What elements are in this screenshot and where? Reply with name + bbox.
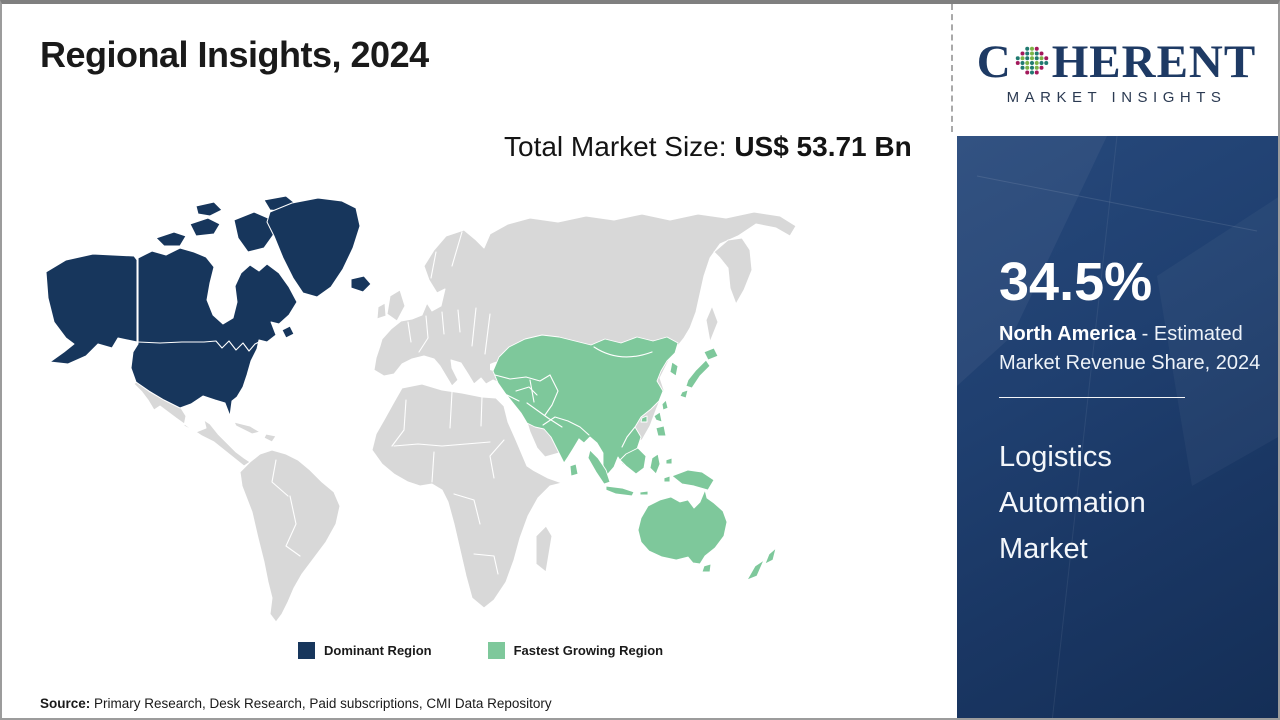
brand-subtitle: MARKET INSIGHTS xyxy=(1006,88,1227,106)
sidebar-content: 34.5% North America - Estimated Market R… xyxy=(957,136,1278,572)
brand-logo: C HERENT MARKET INSIGHTS xyxy=(951,4,1278,132)
legend-swatch-dominant-icon xyxy=(298,642,315,659)
brand-letters-rest: HERENT xyxy=(1051,35,1257,88)
total-market-size-label: Total Market Size: xyxy=(504,131,735,162)
legend-item-fastest-growing: Fastest Growing Region xyxy=(487,642,664,659)
logo-globe-icon xyxy=(1015,46,1048,75)
legend-item-dominant: Dominant Region xyxy=(298,642,432,659)
map-growing-region xyxy=(492,334,777,581)
brand-letter-c: C xyxy=(976,35,1012,88)
sidebar-map-texture xyxy=(957,136,1278,718)
share-region: North America xyxy=(999,322,1137,345)
legend-swatch-fastest-growing-icon xyxy=(487,642,505,659)
source-label: Source: xyxy=(40,696,91,711)
map-legend: Dominant Region Fastest Growing Region xyxy=(298,642,663,659)
source-note: Source: Primary Research, Desk Research,… xyxy=(40,696,552,711)
brand-wordmark: C HERENT xyxy=(976,35,1257,88)
legend-label-dominant: Dominant Region xyxy=(324,643,432,658)
world-map xyxy=(45,195,797,623)
share-desc-text: - Estimated Market Revenue Share, 2024 xyxy=(999,322,1261,374)
map-dominant-region xyxy=(45,195,372,417)
total-market-size: Total Market Size: US$ 53.71 Bn xyxy=(504,128,924,167)
sidebar-panel: 34.5% North America - Estimated Market R… xyxy=(957,136,1278,718)
total-market-size-value: US$ 53.71 Bn xyxy=(734,131,912,162)
share-description: North America - Estimated Market Revenue… xyxy=(999,320,1265,378)
share-value: 34.5% xyxy=(999,252,1153,312)
market-name: Logistics Automation Market xyxy=(999,440,1146,565)
source-text: Primary Research, Desk Research, Paid su… xyxy=(90,696,552,711)
map-country-borders xyxy=(137,231,653,575)
page-title: Regional Insights, 2024 xyxy=(40,34,429,75)
divider-line xyxy=(999,396,1185,398)
legend-label-fastest-growing: Fastest Growing Region xyxy=(513,643,664,658)
